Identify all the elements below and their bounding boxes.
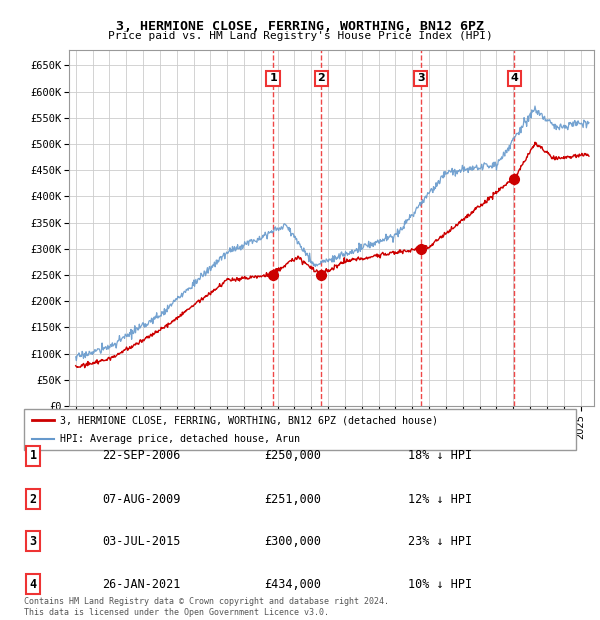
- Text: 4: 4: [29, 578, 37, 590]
- Text: 2: 2: [317, 73, 325, 84]
- Text: 1: 1: [29, 450, 37, 462]
- Text: HPI: Average price, detached house, Arun: HPI: Average price, detached house, Arun: [60, 435, 300, 445]
- Text: 07-AUG-2009: 07-AUG-2009: [102, 493, 181, 505]
- Text: 4: 4: [511, 73, 518, 84]
- Text: £434,000: £434,000: [264, 578, 321, 590]
- Text: 26-JAN-2021: 26-JAN-2021: [102, 578, 181, 590]
- Text: 3: 3: [29, 535, 37, 547]
- Text: 22-SEP-2006: 22-SEP-2006: [102, 450, 181, 462]
- Text: 12% ↓ HPI: 12% ↓ HPI: [408, 493, 472, 505]
- Text: 3, HERMIONE CLOSE, FERRING, WORTHING, BN12 6PZ (detached house): 3, HERMIONE CLOSE, FERRING, WORTHING, BN…: [60, 415, 438, 425]
- Text: 3, HERMIONE CLOSE, FERRING, WORTHING, BN12 6PZ: 3, HERMIONE CLOSE, FERRING, WORTHING, BN…: [116, 20, 484, 33]
- Text: £300,000: £300,000: [264, 535, 321, 547]
- Text: 10% ↓ HPI: 10% ↓ HPI: [408, 578, 472, 590]
- Text: £250,000: £250,000: [264, 450, 321, 462]
- Text: 3: 3: [417, 73, 424, 84]
- Text: 1: 1: [269, 73, 277, 84]
- Text: £251,000: £251,000: [264, 493, 321, 505]
- Text: 18% ↓ HPI: 18% ↓ HPI: [408, 450, 472, 462]
- Text: Contains HM Land Registry data © Crown copyright and database right 2024.
This d: Contains HM Land Registry data © Crown c…: [24, 598, 389, 617]
- Text: Price paid vs. HM Land Registry's House Price Index (HPI): Price paid vs. HM Land Registry's House …: [107, 31, 493, 41]
- Text: 2: 2: [29, 493, 37, 505]
- Text: 23% ↓ HPI: 23% ↓ HPI: [408, 535, 472, 547]
- Text: 03-JUL-2015: 03-JUL-2015: [102, 535, 181, 547]
